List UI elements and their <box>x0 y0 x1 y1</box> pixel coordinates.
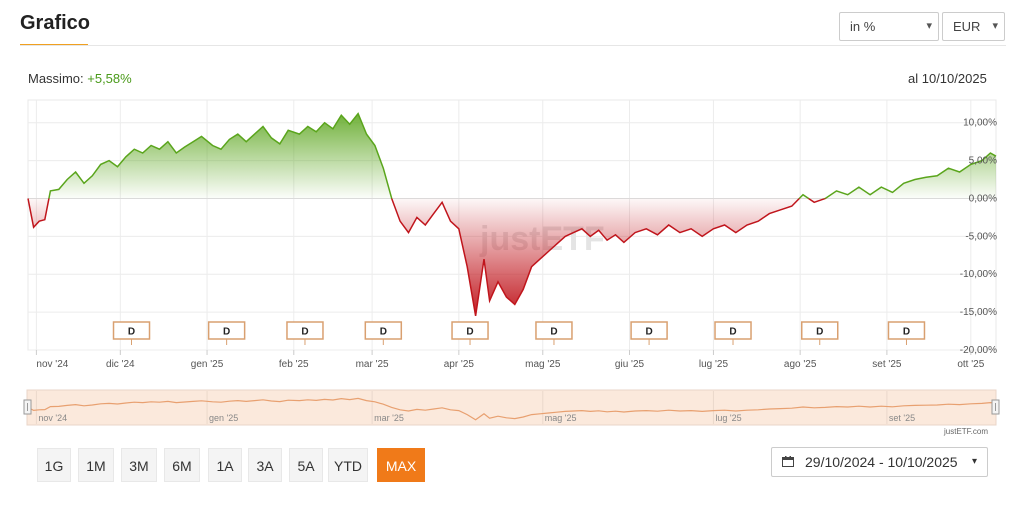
x-tick-label: mar '25 <box>356 359 389 370</box>
y-tick-label: 5,00% <box>969 156 997 167</box>
range-button-6m[interactable]: 6M <box>164 448 200 482</box>
dividend-marker-box <box>535 321 573 340</box>
x-tick-label: dic '24 <box>106 359 135 370</box>
unit-select[interactable]: in % ▾ <box>839 12 939 41</box>
dividend-marker-label: D <box>729 327 736 338</box>
dividend-marker[interactable]: D <box>207 321 246 345</box>
dividend-marker-box <box>800 321 839 340</box>
x-tick-label: apr '25 <box>444 359 475 370</box>
as-of-date: al 10/10/2025 <box>908 71 987 86</box>
navigator-chart[interactable]: nov '24 gen '25 mar '25 mag '25 lug '25 set '… <box>0 385 1024 427</box>
page-title: Grafico <box>20 12 91 34</box>
navigator-axis: nov '24 gen '25 mar '25 mag '25 lug '25 set '… <box>38 413 915 423</box>
y-tick-label: -5,00% <box>965 231 997 242</box>
dividend-marker[interactable]: D <box>112 321 151 345</box>
range-button-max[interactable]: MAX <box>377 448 425 482</box>
dividend-marker-label: D <box>816 327 823 338</box>
dividend-marker-label: D <box>380 327 387 338</box>
dividend-marker[interactable]: D <box>800 321 839 345</box>
dividend-marker[interactable]: D <box>630 321 668 345</box>
dividend-marker[interactable]: D <box>364 321 403 345</box>
dividend-marker-label: D <box>301 327 308 338</box>
range-button-1a[interactable]: 1A <box>208 448 242 482</box>
chevron-down-icon: ▾ <box>926 20 932 32</box>
dividend-marker-label: D <box>645 327 652 338</box>
dividend-marker-box <box>714 321 752 340</box>
unit-select-value: in % <box>850 19 876 34</box>
navigator-grid <box>35 391 888 424</box>
x-axis: nov '24 dic '24 gen '25 feb '25 mar '25 apr '… <box>35 350 985 370</box>
dividend-marker-label: D <box>128 327 135 338</box>
navigator-background <box>26 389 997 426</box>
range-button-3a[interactable]: 3A <box>248 448 282 482</box>
navigator-tick-label: mar '25 <box>374 413 404 423</box>
navigator-tick-label: mag '25 <box>545 413 577 423</box>
dividend-marker-label: D <box>466 327 473 338</box>
range-button-1m[interactable]: 1M <box>78 448 114 482</box>
dividend-marker-box <box>207 321 246 340</box>
max-value: +5,58% <box>87 71 132 86</box>
navigator-tick-label: lug '25 <box>715 413 741 423</box>
range-button-1g[interactable]: 1G <box>37 448 71 482</box>
x-tick-label: nov '24 <box>36 359 68 370</box>
dividend-marker-label: D <box>223 327 230 338</box>
dividend-marker[interactable]: D <box>451 321 489 345</box>
y-axis: 10,00% 5,00% 0,00% -5,00% -10,00% -15,00% -20,… <box>960 118 997 356</box>
currency-select[interactable]: EUR ▾ <box>942 12 1005 41</box>
performance-chart[interactable]: justETF 10,00%5,00%0,00%-5,00%-10,00%-15… <box>0 90 1024 380</box>
dividend-marker-box <box>630 321 668 340</box>
x-tick-label: ago '25 <box>784 359 817 370</box>
x-tick-label: mag '25 <box>525 359 561 370</box>
dividend-marker-label: D <box>550 327 557 338</box>
date-range-picker[interactable]: 29/10/2024 - 10/10/2025 ▾ <box>771 447 988 477</box>
caret-down-icon: ▾ <box>971 456 977 467</box>
range-button-3m[interactable]: 3M <box>121 448 157 482</box>
negative-line <box>27 198 827 317</box>
x-tick-label: set '25 <box>872 359 902 370</box>
x-tick-label: ott '25 <box>957 359 984 370</box>
y-tick-label: -15,00% <box>960 307 997 318</box>
chevron-down-icon: ▾ <box>992 20 998 32</box>
max-summary: Massimo: +5,58% <box>28 71 132 86</box>
x-tick-label: lug '25 <box>699 359 729 370</box>
dividend-marker-box <box>451 321 489 340</box>
y-tick-label: -20,00% <box>960 345 997 356</box>
x-tick-label: gen '25 <box>191 359 224 370</box>
x-tick-label: feb '25 <box>279 359 309 370</box>
dividend-marker[interactable]: D <box>535 321 573 345</box>
navigator-tick-label: set '25 <box>889 413 915 423</box>
navigator-tick-label: nov '24 <box>38 413 67 423</box>
currency-select-value: EUR <box>953 19 981 34</box>
navigator-tick-label: gen '25 <box>209 413 238 423</box>
dividend-marker[interactable]: D <box>714 321 752 345</box>
y-tick-label: 0,00% <box>969 193 997 204</box>
dividend-marker[interactable]: D <box>286 321 324 345</box>
credit[interactable]: justETF.com <box>944 427 989 436</box>
header-divider <box>20 45 1006 46</box>
dividend-marker-box <box>112 321 151 340</box>
y-tick-label: 10,00% <box>963 118 997 129</box>
dividend-marker-box <box>286 321 324 340</box>
navigator-line <box>27 397 997 421</box>
y-tick-label: -10,00% <box>960 269 997 280</box>
calendar-icon <box>782 456 794 467</box>
range-button-ytd[interactable]: YTD <box>328 448 368 482</box>
max-label: Massimo: <box>28 71 84 86</box>
positive-line <box>28 112 997 199</box>
dividend-marker-box <box>887 321 926 340</box>
dividend-marker-box <box>364 321 403 340</box>
x-tick-label: giu '25 <box>615 359 645 370</box>
range-button-5a[interactable]: 5A <box>289 448 323 482</box>
dividend-marker[interactable]: D <box>887 321 926 345</box>
negative-area <box>28 198 996 316</box>
date-range-text: 29/10/2024 - 10/10/2025 <box>805 454 958 470</box>
dividend-marker-label: D <box>903 327 910 338</box>
